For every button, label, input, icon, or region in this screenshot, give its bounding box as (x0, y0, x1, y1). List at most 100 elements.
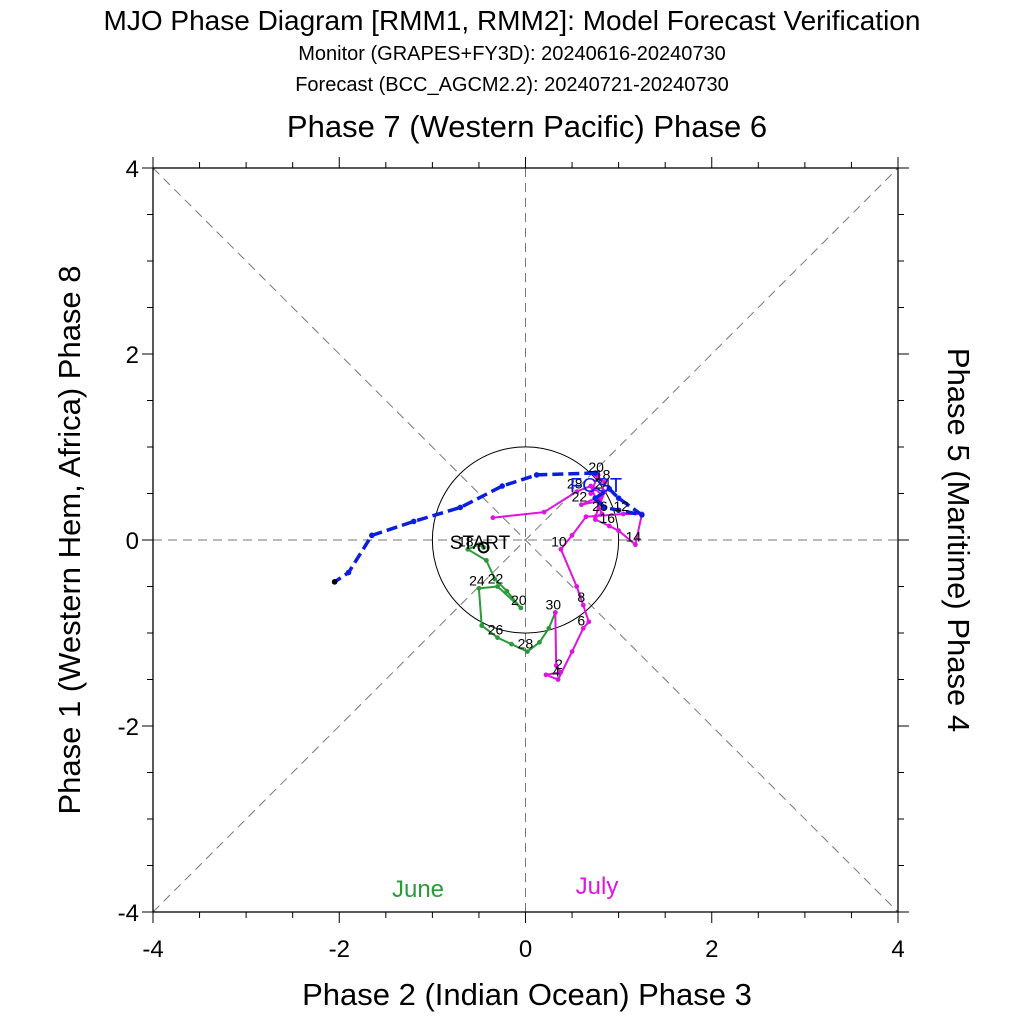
start-marker (477, 541, 490, 554)
series-point-july (620, 511, 626, 517)
series-line-forecast (333, 471, 596, 584)
x-tick-label: -2 (329, 936, 350, 963)
date-label: 22 (488, 571, 504, 587)
series-point-june (504, 588, 510, 594)
date-label: 18 (595, 466, 611, 482)
date-label: 22 (572, 489, 588, 505)
series-point-july (555, 677, 561, 682)
date-label: 26 (488, 622, 504, 638)
date-label: 4 (552, 664, 560, 680)
series-point-july (632, 542, 638, 548)
series-point-forecast (331, 579, 338, 585)
bottom-phase-label: Phase 2 (Indian Ocean) Phase 3 (302, 977, 752, 1012)
series-point-july (592, 486, 598, 492)
date-label: 20 (511, 592, 527, 608)
x-tick-label: 4 (891, 936, 904, 963)
monitor-subtitle: Monitor (GRAPES+FY3D): 20240616-20240730 (298, 43, 725, 65)
series-point-june (465, 546, 471, 552)
series-point-june (476, 585, 482, 591)
series-point-forecast (499, 483, 506, 489)
date-label: 12 (613, 498, 629, 514)
date-label: 30 (546, 597, 562, 613)
date-label: 20 (588, 459, 604, 475)
series-point-june (495, 635, 500, 641)
series-point-forecast (369, 532, 375, 539)
series-point-july (558, 546, 564, 552)
series-point-july (606, 523, 612, 529)
series-point-forecast (592, 470, 599, 476)
y-tick-label: 4 (126, 156, 139, 183)
x-tick-label: 0 (519, 936, 532, 963)
date-label: 6 (577, 612, 585, 628)
trajectories (331, 470, 645, 682)
y-tick-label: 0 (126, 528, 139, 555)
series-point-july (578, 502, 584, 508)
date-label: 14 (626, 529, 642, 545)
y-tick-label: -2 (118, 714, 139, 741)
series-point-forecast-secondary (639, 512, 645, 518)
series-point-july (616, 528, 622, 534)
x-tick-label: -4 (142, 936, 163, 963)
date-label: 28 (567, 476, 583, 492)
date-label: 16 (600, 510, 616, 526)
series-point-july (580, 602, 586, 608)
start-label: START (450, 533, 511, 554)
chart-title: MJO Phase Diagram [RMM1, RMM2]: Model Fo… (104, 5, 921, 36)
date-label: 18 (458, 533, 474, 549)
series-point-june (479, 623, 485, 628)
date-label: 24 (469, 572, 485, 588)
series-point-july (569, 532, 575, 538)
series-point-july (588, 483, 594, 489)
date-label: 8 (577, 589, 585, 605)
date-label: 26 (592, 498, 608, 514)
right-phase-label: Phase 5 (Maritime) Phase 4 (941, 348, 976, 732)
series-point-june (518, 605, 524, 611)
series-point-june (495, 584, 500, 589)
y-tick-label: -4 (118, 900, 139, 927)
series-point-forecast-secondary (601, 504, 608, 511)
x-tick-label: 2 (705, 936, 718, 963)
series-point-june (483, 558, 489, 563)
series-point-june (509, 641, 514, 647)
date-label: 10 (551, 533, 567, 549)
series-point-forecast-secondary (592, 495, 599, 501)
series-point-july (553, 663, 559, 668)
series-point-july (583, 514, 589, 520)
left-phase-label: Phase 1 (Western Hem, Africa) Phase 8 (52, 265, 87, 814)
series-point-forecast (345, 569, 352, 576)
series-point-june (537, 639, 542, 645)
legend-june: June (392, 876, 444, 903)
series-point-forecast-secondary (615, 495, 622, 501)
series-point-june (524, 649, 530, 654)
series-point-july (588, 491, 594, 496)
series-point-july (552, 610, 558, 615)
series-point-july (543, 672, 549, 678)
series-point-july (490, 515, 496, 521)
series-point-forecast (533, 472, 540, 478)
forecast-subtitle: Forecast (BCC_AGCM2.2): 20240721-2024073… (295, 74, 729, 96)
series-point-july (586, 619, 592, 625)
series-point-forecast (457, 504, 464, 511)
series-point-july (574, 489, 580, 495)
series-point-june (492, 576, 498, 582)
date-label: 24 (595, 476, 611, 492)
series-point-july (541, 509, 547, 515)
series-line-june (466, 543, 557, 653)
unit-circle (431, 446, 620, 634)
series-point-forecast-secondary (615, 507, 622, 514)
top-phase-label: Phase 7 (Western Pacific) Phase 6 (287, 109, 767, 144)
series-point-july (558, 669, 564, 675)
fcst-label: FCST (570, 475, 622, 497)
date-label: 28 (518, 636, 534, 652)
series-point-june (546, 625, 552, 631)
series-point-july (569, 649, 575, 654)
phase-guides (152, 167, 899, 913)
series-point-july (580, 625, 586, 631)
date-label: 2 (555, 656, 563, 672)
legend-july: July (576, 873, 619, 900)
series-point-forecast-secondary (606, 486, 613, 492)
series-point-july (599, 511, 605, 517)
